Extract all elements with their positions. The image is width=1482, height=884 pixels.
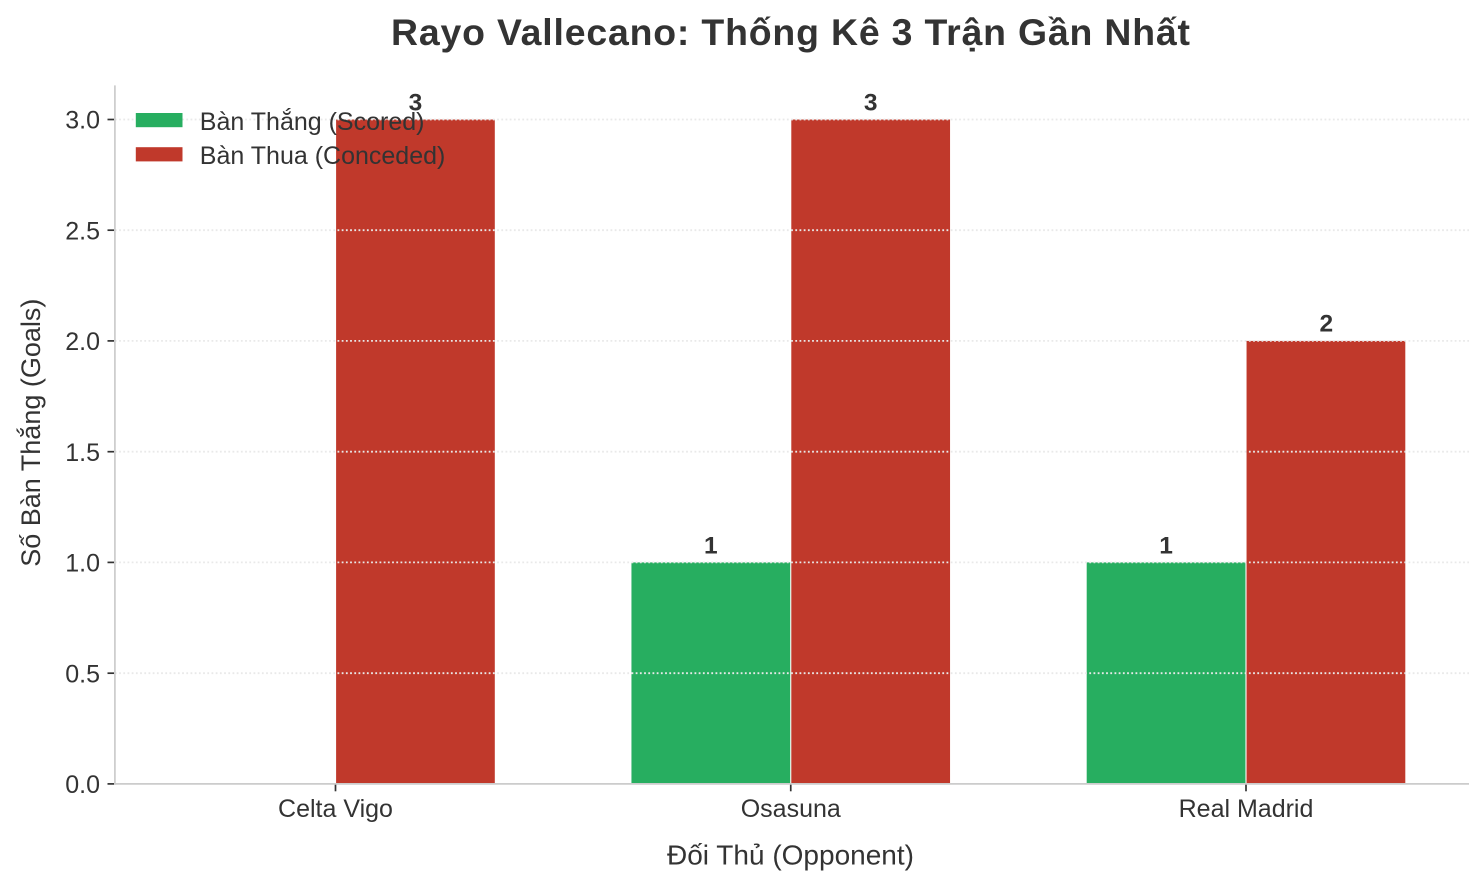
svg-text:3: 3 [409,90,423,117]
svg-text:2.0: 2.0 [65,328,100,356]
svg-text:Bàn Thắng (Scored): Bàn Thắng (Scored) [200,107,425,136]
svg-text:0.5: 0.5 [65,660,100,688]
svg-text:Đối Thủ (Opponent): Đối Thủ (Opponent) [667,839,914,870]
svg-text:2.5: 2.5 [65,217,100,245]
svg-text:1: 1 [1159,532,1173,559]
svg-text:Bàn Thua (Conceded): Bàn Thua (Conceded) [200,142,446,170]
svg-text:Celta Vigo: Celta Vigo [278,795,393,823]
svg-text:0.0: 0.0 [65,771,100,799]
svg-text:1.0: 1.0 [65,550,100,578]
svg-text:1: 1 [704,532,718,559]
svg-text:3: 3 [864,90,878,117]
svg-text:Rayo Vallecano: Thống Kê 3 Trậ: Rayo Vallecano: Thống Kê 3 Trận Gần Nhất [391,11,1190,53]
svg-text:2: 2 [1319,311,1333,338]
svg-text:3.0: 3.0 [65,107,100,135]
svg-text:1.5: 1.5 [65,439,100,467]
svg-text:Số Bàn Thắng (Goals): Số Bàn Thắng (Goals) [15,299,46,567]
svg-text:Real Madrid: Real Madrid [1179,795,1314,823]
svg-text:Osasuna: Osasuna [741,795,841,823]
